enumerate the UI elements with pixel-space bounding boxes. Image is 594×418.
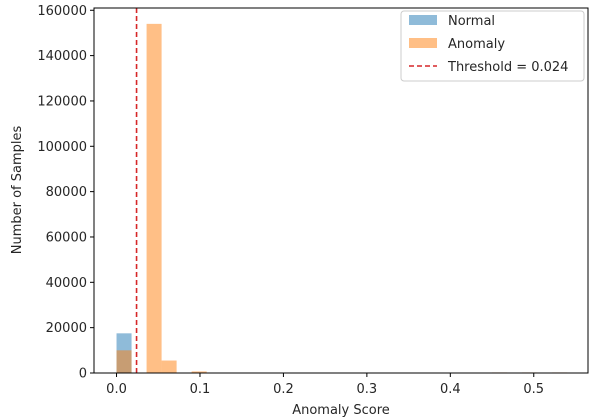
x-tick-label: 0.3 (357, 382, 378, 397)
legend-swatch-normal (409, 15, 437, 25)
y-tick-label: 40000 (46, 276, 87, 291)
legend: Normal Anomaly Threshold = 0.024 (401, 11, 584, 81)
legend-label-threshold: Threshold = 0.024 (447, 60, 568, 75)
bar-anomaly-0 (117, 350, 132, 373)
y-tick-label: 120000 (37, 94, 87, 109)
y-tick-label: 80000 (46, 185, 87, 200)
x-tick-label: 0.1 (190, 382, 211, 397)
y-tick-label: 140000 (37, 49, 87, 64)
x-tick-label: 0.0 (106, 382, 127, 397)
bar-anomaly-2 (162, 361, 177, 373)
bar-anomaly-1 (147, 24, 162, 373)
x-tick-label: 0.2 (273, 382, 294, 397)
y-axis-title: Number of Samples (10, 126, 25, 255)
y-tick-label: 160000 (37, 4, 87, 19)
legend-label-anomaly: Anomaly (448, 37, 505, 52)
y-tick-label: 20000 (46, 321, 87, 336)
x-tick-label: 0.5 (523, 382, 544, 397)
y-tick-label: 60000 (46, 230, 87, 245)
legend-swatch-anomaly (409, 38, 437, 48)
x-tick-label: 0.4 (440, 382, 461, 397)
x-axis-ticks: 0.0 0.1 0.2 0.3 0.4 0.5 (106, 373, 544, 397)
y-axis-ticks: 0 20000 40000 60000 80000 100000 120000 140000 1… (37, 4, 94, 382)
y-tick-label: 100000 (37, 140, 87, 155)
x-axis-title: Anomaly Score (292, 403, 390, 418)
legend-label-normal: Normal (448, 14, 495, 29)
y-tick-label: 0 (79, 367, 87, 382)
